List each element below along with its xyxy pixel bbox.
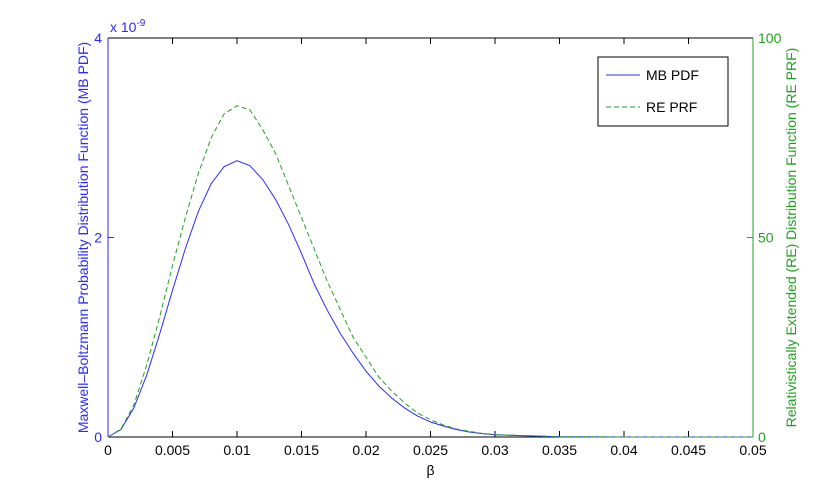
y2-tick-label: 0 — [758, 429, 766, 445]
x-tick-label: 0.035 — [542, 442, 577, 458]
series-line — [107, 105, 753, 438]
y-tick-label: 0 — [94, 429, 102, 445]
y-axis-label: Maxwell–Boltzmann Probability Distributi… — [75, 42, 91, 433]
legend-box — [597, 56, 729, 127]
y2-axis-label: Relativistically Extended (RE) Distribut… — [783, 48, 799, 428]
x-tick-label: 0.045 — [671, 442, 706, 458]
y2-tick-label: 50 — [758, 230, 774, 246]
x-tick-label: 0.05 — [739, 442, 766, 458]
x-tick-label: 0.015 — [284, 442, 319, 458]
y-tick-label: 2 — [94, 230, 102, 246]
y-scale-base: x 10 — [110, 19, 137, 35]
x-tick-label: 0.02 — [352, 442, 379, 458]
x-tick-label: 0.03 — [481, 442, 508, 458]
x-tick-label: 0.025 — [413, 442, 448, 458]
y-scale-label: x 10-9 — [110, 18, 146, 35]
y-scale-exponent: -9 — [136, 18, 145, 29]
y-tick-label: 4 — [94, 30, 102, 46]
legend-label: MB PDF — [646, 67, 699, 83]
y2-tick-label: 100 — [758, 30, 782, 46]
x-tick-label: 0.005 — [155, 442, 190, 458]
x-tick-label: 0 — [104, 442, 112, 458]
x-axis-label: β — [426, 462, 434, 478]
x-tick-label: 0.01 — [223, 442, 250, 458]
legend-label: RE PRF — [646, 99, 697, 115]
x-tick-label: 0.04 — [610, 442, 637, 458]
